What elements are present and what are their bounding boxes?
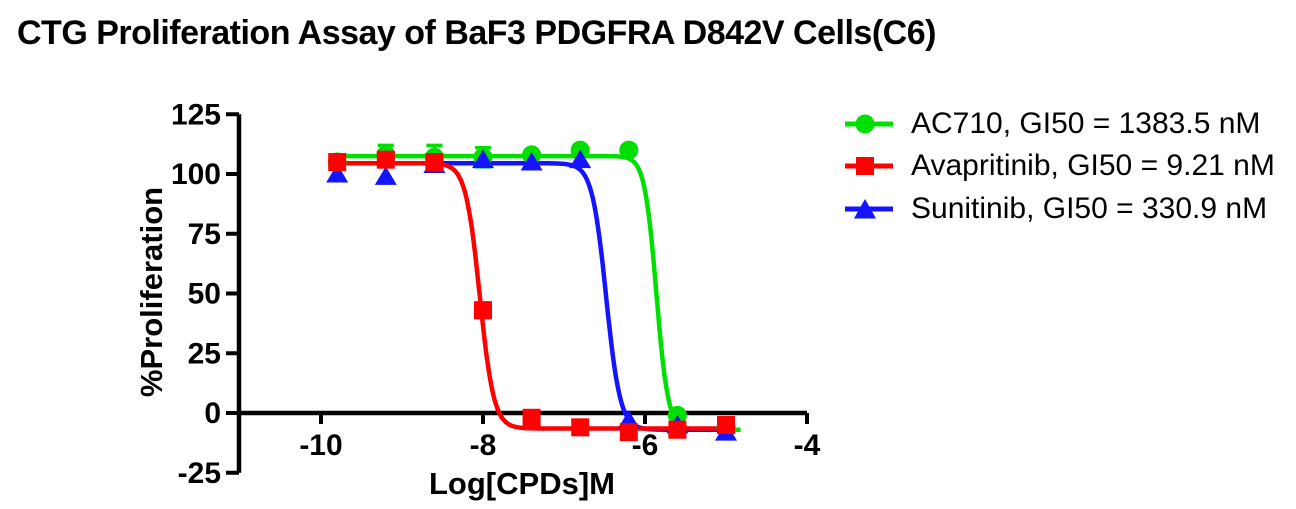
legend-label-avapritinib: Avapritinib, GI50 = 9.21 nM — [911, 149, 1275, 183]
data-point-circle — [619, 140, 639, 160]
square-glyph — [856, 157, 874, 176]
legend-item-ac710: AC710, GI50 = 1383.5 nM — [843, 103, 1275, 145]
fit-curve-ac710 — [334, 153, 742, 432]
y-tick-label: 50 — [188, 278, 221, 311]
legend-label-ac710: AC710, GI50 = 1383.5 nM — [911, 107, 1261, 141]
y-axis-title: %Proliferation — [134, 186, 169, 398]
data-point-square — [571, 418, 590, 437]
y-tick-label: 25 — [188, 337, 221, 370]
circle-glyph — [855, 114, 875, 134]
data-point-triangle — [326, 164, 349, 183]
data-point-square — [376, 150, 395, 169]
data-point-triangle — [472, 149, 494, 169]
data-point-square — [425, 153, 444, 172]
x-axis-title: Log[CPDs]M — [429, 466, 615, 501]
green-circle-marker-icon — [845, 114, 893, 134]
data-point-triangle — [520, 152, 543, 171]
legend: AC710, GI50 = 1383.5 nM Avapritinib, GI5… — [843, 103, 1275, 230]
y-tick-label: 75 — [188, 218, 221, 251]
data-point-square — [717, 415, 735, 434]
chart-title: CTG Proliferation Assay of BaF3 PDGFRA D… — [17, 14, 936, 52]
x-tick-label: -10 — [299, 429, 342, 462]
blue-triangle-marker-icon — [845, 198, 893, 219]
data-point-square — [619, 423, 638, 442]
y-tick-label: 125 — [171, 98, 221, 131]
data-point-triangle — [569, 149, 592, 169]
fit-curve-avapritinib — [334, 160, 732, 431]
legend-item-sunitinib: Sunitinib, GI50 = 330.9 nM — [843, 188, 1275, 230]
red-square-marker-icon — [845, 157, 893, 176]
y-tick-label: 100 — [171, 158, 221, 191]
data-point-square — [668, 420, 687, 439]
data-point-square — [522, 408, 541, 427]
data-point-square — [474, 301, 492, 320]
data-point-square — [328, 153, 347, 172]
legend-label-sunitinib: Sunitinib, GI50 = 330.9 nM — [911, 191, 1268, 225]
y-tick-label: 0 — [204, 397, 221, 430]
x-tick-label: -8 — [470, 429, 497, 462]
legend-item-avapritinib: Avapritinib, GI50 = 9.21 nM — [843, 145, 1275, 187]
y-tick-label: -25 — [178, 457, 221, 490]
data-point-triangle — [374, 166, 397, 185]
triangle-glyph — [854, 198, 876, 219]
fit-curve-sunitinib — [334, 160, 732, 432]
x-tick-label: -4 — [794, 429, 821, 462]
